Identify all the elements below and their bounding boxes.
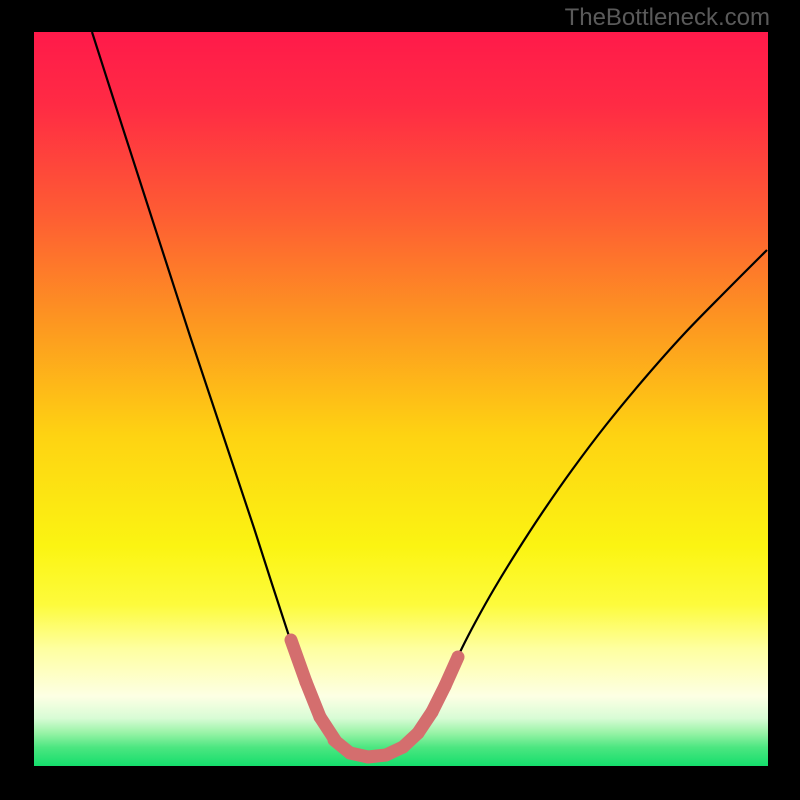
watermark-text: TheBottleneck.com [565,4,770,32]
bottleneck-chart [0,0,800,800]
plot-area [34,32,768,766]
